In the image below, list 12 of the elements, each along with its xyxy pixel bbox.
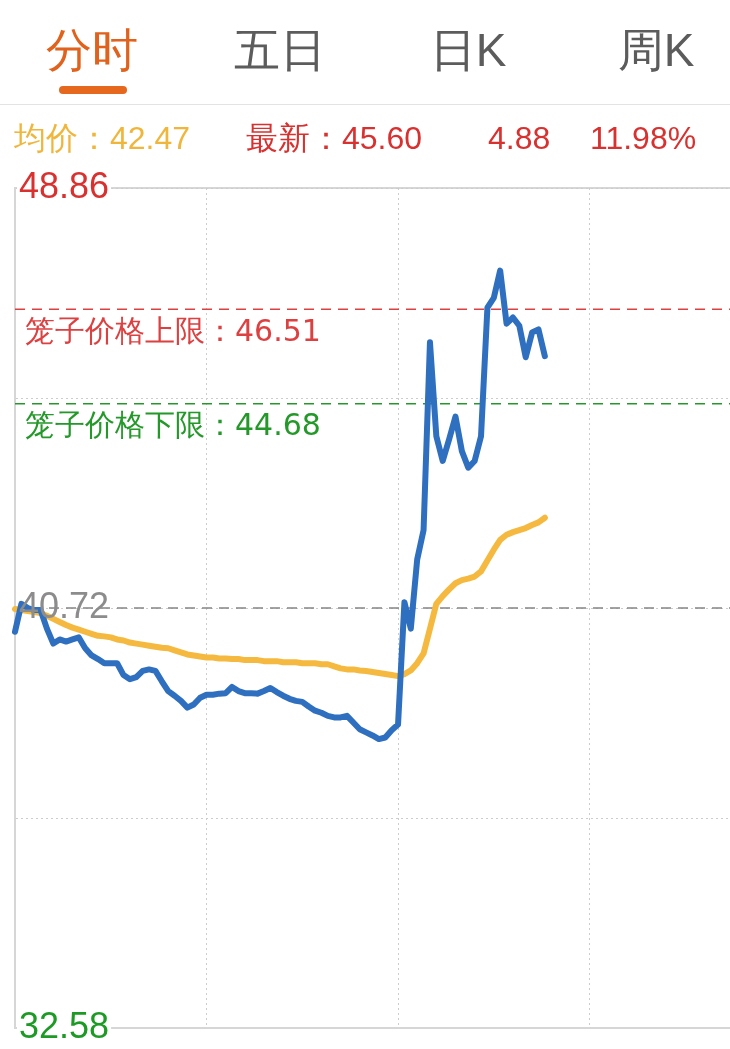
text: 11.98% bbox=[590, 119, 697, 158]
y-tick-label: 48.86 bbox=[19, 164, 110, 206]
text: 周K bbox=[616, 23, 696, 78]
text: 4.88 bbox=[488, 119, 551, 158]
y-tick-label: 32.58 bbox=[19, 1004, 110, 1046]
text: 均价：42.47 bbox=[14, 119, 191, 158]
text: 分时 bbox=[45, 23, 139, 78]
ref-line-label: 笼子价格上限：46.51 bbox=[25, 313, 321, 349]
text: 最新：45.60 bbox=[246, 119, 423, 158]
ref-line-label: 笼子价格下限：44.68 bbox=[25, 407, 321, 443]
text: 五日 bbox=[233, 23, 327, 78]
text: 日K bbox=[428, 23, 508, 78]
